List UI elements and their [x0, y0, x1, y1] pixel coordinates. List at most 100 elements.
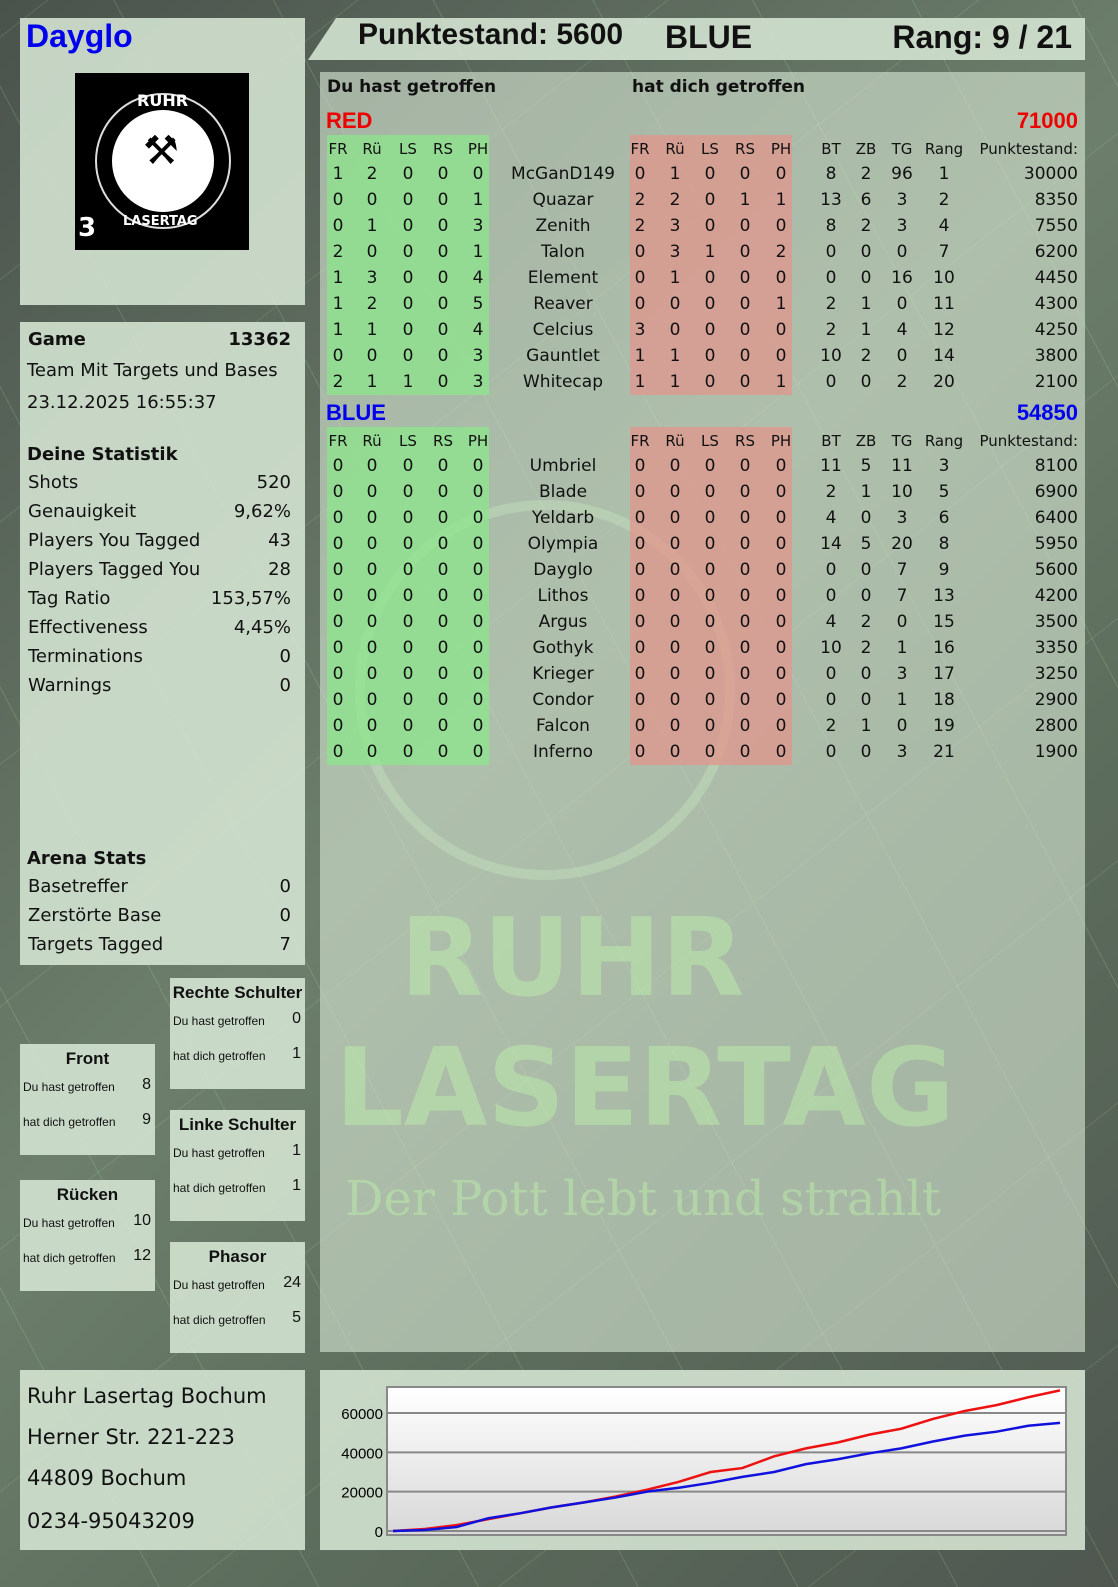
you-hit-cell: 3: [472, 372, 484, 392]
you-hit-cell: 0: [402, 638, 414, 658]
you-hit-cell: 0: [472, 612, 484, 632]
hit-you-cell: 0: [634, 612, 646, 632]
column-header: FR: [328, 140, 348, 158]
address-line3: 44809 Bochum: [27, 1466, 187, 1490]
stat-row: Warnings 0: [28, 675, 291, 696]
hit-you-cell: 0: [739, 612, 751, 632]
stat-cell: 10: [891, 482, 913, 502]
stat-value: 0: [279, 675, 291, 696]
plot-area: [386, 1386, 1067, 1536]
zone-them-row: hat dich getroffen 9: [23, 1111, 151, 1129]
hit-you-cell: 3: [669, 216, 681, 236]
logo-number: 3: [78, 213, 97, 243]
you-hit-cell: 0: [402, 190, 414, 210]
player-name: Condor: [532, 690, 594, 710]
stat-cell: 0: [896, 294, 908, 314]
y-tick-label: 20000: [341, 1485, 383, 1502]
hit-you-cell: 1: [634, 372, 646, 392]
column-header: LS: [701, 140, 719, 158]
column-header: RS: [433, 140, 453, 158]
player-name: Element: [527, 268, 599, 288]
player-score: 4300: [1034, 294, 1078, 314]
hit-you-cell: 0: [669, 612, 681, 632]
column-header: PH: [770, 140, 792, 158]
column-header: LS: [399, 140, 417, 158]
stat-cell: 3: [938, 456, 950, 476]
zone-them-label: hat dich getroffen: [173, 1049, 266, 1063]
player-name: Blade: [538, 482, 588, 502]
hit-you-cell: 0: [669, 690, 681, 710]
you-hit-cell: 0: [332, 534, 344, 554]
player-name: Talon: [541, 242, 585, 262]
you-hit-cell: 1: [472, 190, 484, 210]
hit-you-cell: 2: [634, 216, 646, 236]
column-header: Punktestand:: [979, 140, 1078, 158]
stat-value: 43: [268, 530, 291, 551]
hit-you-cell: 0: [634, 242, 646, 262]
you-hit-cell: 0: [366, 456, 378, 476]
you-hit-cell: 0: [332, 612, 344, 632]
stat-cell: 3: [896, 664, 908, 684]
player-score: 30000: [1023, 164, 1078, 184]
stat-cell: 12: [933, 320, 955, 340]
player-score: 3800: [1034, 346, 1078, 366]
column-header: Rang: [924, 432, 964, 450]
zone-you-value: 10: [133, 1212, 151, 1229]
zone-them-row: hat dich getroffen 12: [23, 1247, 151, 1265]
team-logo: RUHR ⚒ LASERTAG 3: [75, 73, 249, 250]
zone-panel: Linke Schulter Du hast getroffen 1 hat dich…: [170, 1110, 305, 1221]
zone-you-label: Du hast getroffen: [23, 1080, 115, 1094]
hit-you-cell: 3: [634, 320, 646, 340]
stat-cell: 17: [933, 664, 955, 684]
stat-cell: 10: [820, 638, 842, 658]
address-phone: 0234-95043209: [27, 1509, 195, 1533]
hit-you-cell: 0: [634, 690, 646, 710]
stat-cell: 9: [938, 560, 950, 580]
arena-stat-value: 0: [279, 876, 291, 897]
hit-you-cell: 0: [704, 320, 716, 340]
arena-stat-row: Zerstörte Base 0: [28, 905, 291, 926]
you-hit-cell: 0: [437, 482, 449, 502]
you-hit-cell: 0: [402, 164, 414, 184]
hit-you-cell: 0: [634, 164, 646, 184]
player-name: Whitecap: [523, 372, 603, 392]
hit-you-cell: 0: [704, 482, 716, 502]
stat-cell: 14: [820, 534, 842, 554]
hit-you-cell: 0: [775, 482, 787, 502]
zone-you-value: 0: [292, 1010, 301, 1027]
you-hit-cell: 0: [366, 242, 378, 262]
stat-cell: 5: [860, 456, 872, 476]
hit-you-cell: 0: [775, 508, 787, 528]
you-hit-cell: 0: [366, 690, 378, 710]
hit-you-cell: 0: [775, 164, 787, 184]
hit-you-cell: 2: [775, 242, 787, 262]
hit-you-cell: 0: [634, 638, 646, 658]
hit-you-cell: 0: [775, 320, 787, 340]
stat-cell: 8: [825, 216, 837, 236]
logo-text-bottom: LASERTAG: [123, 214, 198, 229]
you-hit-cell: 0: [472, 742, 484, 762]
stat-cell: 13: [820, 190, 842, 210]
column-header: ZB: [855, 432, 877, 450]
hit-you-cell: 0: [704, 586, 716, 606]
team-name: BLUE: [326, 400, 386, 425]
you-hit-cell: 0: [402, 482, 414, 502]
hit-you-cell: 0: [775, 716, 787, 736]
zone-title: Phasor: [208, 1247, 267, 1266]
you-hit-cell: 0: [402, 690, 414, 710]
stat-cell: 0: [825, 586, 837, 606]
hit-you-cell: 0: [669, 456, 681, 476]
stat-cell: 10: [820, 346, 842, 366]
hit-you-cell: 0: [739, 638, 751, 658]
stat-cell: 1: [860, 482, 872, 502]
hit-you-cell: 0: [739, 482, 751, 502]
stat-cell: 15: [933, 612, 955, 632]
you-hit-cell: 1: [332, 268, 344, 288]
zone-you-value: 1: [292, 1142, 301, 1159]
you-hit-cell: 0: [472, 164, 484, 184]
hit-you-cell: 0: [704, 716, 716, 736]
stat-cell: 0: [860, 242, 872, 262]
column-header: LS: [399, 432, 417, 450]
y-tick-label: 60000: [341, 1406, 383, 1423]
stat-cell: 2: [825, 320, 837, 340]
